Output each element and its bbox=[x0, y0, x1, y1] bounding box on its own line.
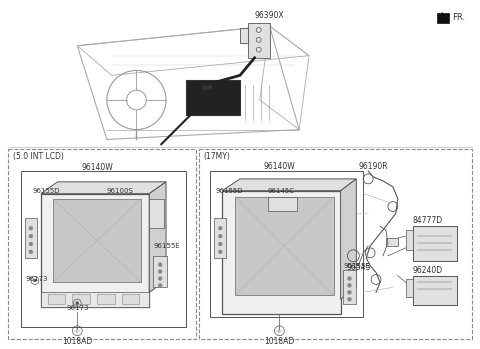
Bar bbox=[437, 13, 449, 23]
Text: 96390X: 96390X bbox=[255, 11, 284, 20]
Circle shape bbox=[34, 279, 36, 282]
Polygon shape bbox=[41, 182, 166, 194]
Bar bbox=[248, 23, 270, 58]
Circle shape bbox=[29, 250, 33, 254]
Bar bbox=[406, 230, 413, 250]
Circle shape bbox=[348, 290, 351, 294]
Bar bbox=[48, 294, 65, 304]
Circle shape bbox=[158, 270, 162, 274]
Bar bbox=[406, 280, 413, 297]
Polygon shape bbox=[222, 179, 356, 191]
Bar bbox=[386, 238, 398, 246]
Text: 96140W: 96140W bbox=[81, 163, 113, 172]
Circle shape bbox=[158, 276, 162, 281]
Text: 96545: 96545 bbox=[347, 263, 371, 272]
Text: 96173: 96173 bbox=[25, 275, 48, 282]
Bar bbox=[240, 28, 248, 43]
Text: 96155D: 96155D bbox=[33, 188, 60, 194]
Bar bbox=[97, 294, 115, 304]
Bar bbox=[25, 218, 37, 258]
Bar bbox=[413, 275, 457, 305]
Text: (5.0 INT LCD): (5.0 INT LCD) bbox=[13, 152, 64, 161]
Bar bbox=[201, 82, 212, 90]
Bar bbox=[413, 226, 457, 261]
Bar bbox=[210, 171, 363, 317]
Text: 96155D: 96155D bbox=[216, 188, 243, 194]
Text: 96173: 96173 bbox=[66, 305, 88, 311]
Bar bbox=[53, 199, 142, 282]
Polygon shape bbox=[149, 182, 166, 292]
Bar bbox=[222, 191, 341, 314]
Text: 96155E: 96155E bbox=[153, 243, 180, 249]
Bar bbox=[21, 171, 186, 327]
Circle shape bbox=[29, 242, 33, 246]
Bar bbox=[153, 256, 167, 287]
Circle shape bbox=[218, 226, 222, 230]
Circle shape bbox=[218, 250, 222, 254]
Bar bbox=[268, 196, 297, 211]
Text: (17MY): (17MY) bbox=[204, 152, 230, 161]
Circle shape bbox=[348, 276, 351, 281]
Circle shape bbox=[158, 283, 162, 287]
Bar bbox=[121, 294, 139, 304]
Circle shape bbox=[218, 242, 222, 246]
Bar bbox=[215, 218, 226, 258]
Circle shape bbox=[29, 234, 33, 238]
Polygon shape bbox=[341, 179, 356, 299]
Circle shape bbox=[158, 263, 162, 267]
Text: 96190R: 96190R bbox=[359, 162, 388, 171]
Bar bbox=[186, 80, 240, 115]
Circle shape bbox=[348, 283, 351, 287]
Text: 96155E: 96155E bbox=[344, 263, 370, 269]
Bar bbox=[235, 196, 334, 295]
Bar bbox=[8, 149, 196, 339]
Text: 96145C: 96145C bbox=[268, 188, 295, 194]
Circle shape bbox=[29, 226, 33, 230]
Text: 96240D: 96240D bbox=[413, 266, 443, 275]
Bar bbox=[72, 294, 90, 304]
Circle shape bbox=[218, 234, 222, 238]
Text: 96100S: 96100S bbox=[107, 188, 134, 194]
Bar bbox=[41, 292, 149, 307]
Circle shape bbox=[348, 297, 351, 301]
Text: FR.: FR. bbox=[452, 13, 465, 22]
Circle shape bbox=[76, 302, 79, 305]
Text: 96140W: 96140W bbox=[264, 162, 295, 171]
Text: 84777D: 84777D bbox=[413, 216, 443, 225]
Text: 1018AD: 1018AD bbox=[264, 337, 295, 346]
Bar bbox=[199, 149, 472, 339]
Bar bbox=[41, 194, 149, 307]
Text: 1018AD: 1018AD bbox=[62, 337, 93, 346]
Bar bbox=[343, 270, 356, 304]
Bar bbox=[149, 199, 164, 228]
